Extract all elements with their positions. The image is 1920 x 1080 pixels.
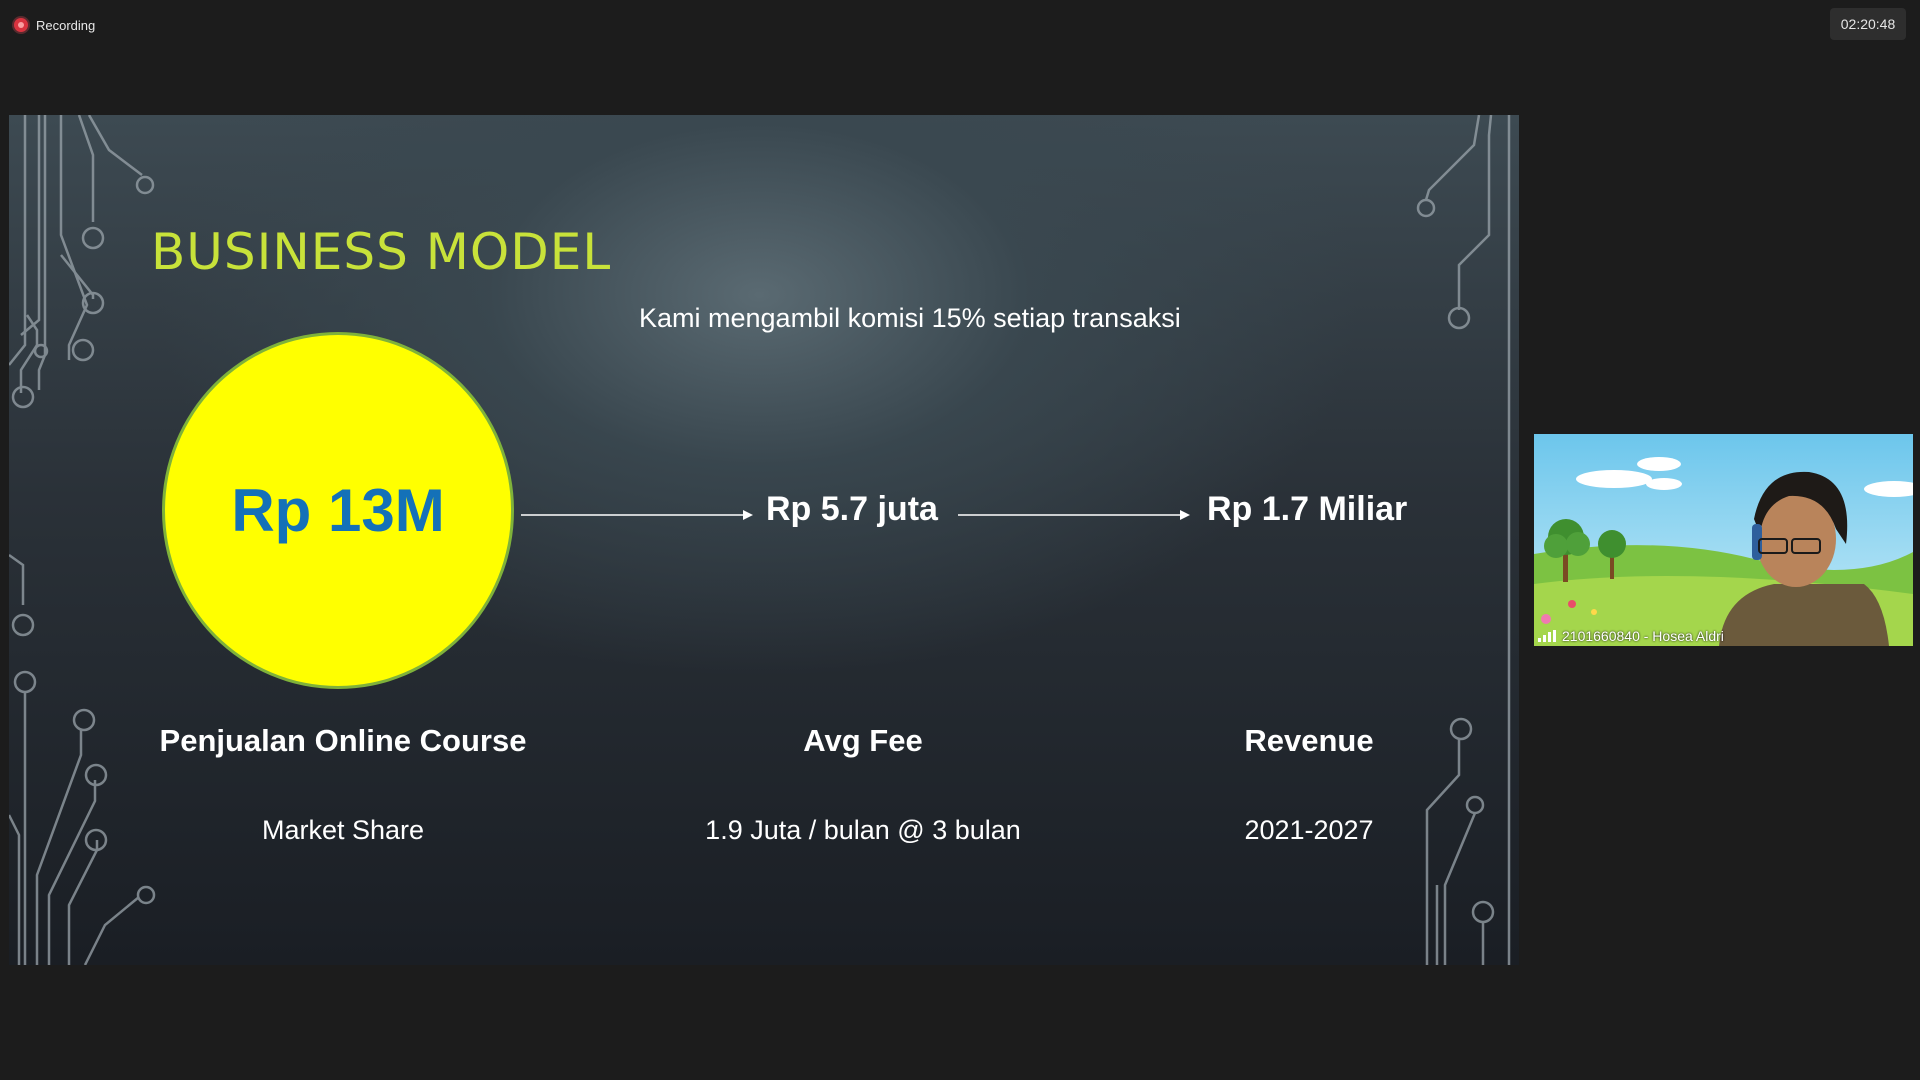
circuit-decoration (9, 115, 1511, 965)
column-sub-fee-detail: 1.9 Juta / bulan @ 3 bulan (705, 815, 1021, 845)
column-label-sales: Penjualan Online Course (159, 723, 527, 758)
signal-bars-icon (1538, 630, 1556, 642)
record-icon (14, 18, 28, 32)
participant-name: 2101660840 - Hosea Aldri (1562, 628, 1724, 644)
market-circle: Rp 13M (162, 332, 514, 689)
column-sub-market-share: Market Share (261, 815, 425, 845)
avg-fee-value: Rp 5.7 juta (766, 490, 938, 528)
column-sub-years: 2021-2027 (1244, 815, 1374, 845)
arrow-right-icon (521, 510, 753, 520)
revenue-value: Rp 1.7 Miliar (1207, 490, 1408, 528)
arrow-right-icon (958, 510, 1190, 520)
meeting-timer: 02:20:48 (1830, 8, 1906, 40)
slide-title: BUSINESS MODEL (151, 223, 612, 281)
column-label-avg-fee: Avg Fee (803, 723, 923, 758)
participant-video-tile[interactable]: 2101660840 - Hosea Aldri (1534, 434, 1913, 646)
column-label-revenue: Revenue (1244, 723, 1374, 758)
recording-label: Recording (36, 17, 96, 33)
video-feed (1534, 434, 1913, 646)
timer-value: 02:20:48 (1840, 16, 1896, 32)
circle-value: Rp 13M (231, 477, 445, 544)
recording-indicator[interactable]: Recording (14, 14, 95, 36)
participant-name-bar: 2101660840 - Hosea Aldri (1538, 628, 1724, 644)
shared-slide: BUSINESS MODEL Kami mengambil komisi 15%… (9, 115, 1519, 965)
slide-subtitle: Kami mengambil komisi 15% setiap transak… (639, 303, 1181, 333)
